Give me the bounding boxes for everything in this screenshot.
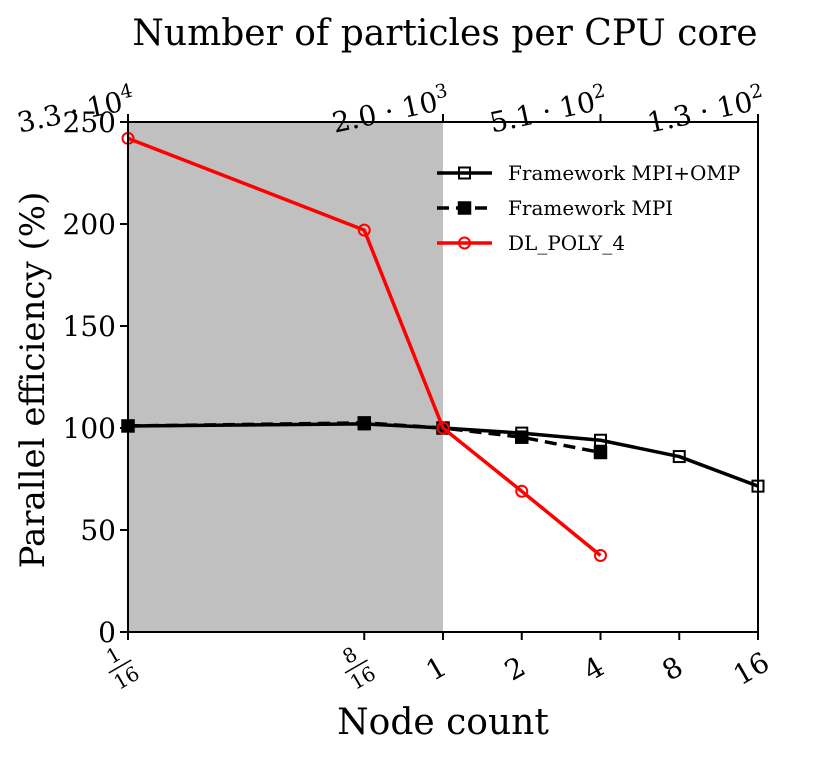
top-tick-mantissa: 3.3 xyxy=(14,98,64,140)
series-line xyxy=(127,136,602,557)
x-tick-text: 1 xyxy=(420,650,452,687)
y-tick-label: 200 xyxy=(63,208,116,241)
x-tick-fraction-bar xyxy=(108,659,132,674)
top-tick-times: · 10 xyxy=(688,85,756,130)
legend-marker xyxy=(457,201,472,215)
data-point xyxy=(594,549,607,562)
legend-marker xyxy=(458,166,471,180)
legend-item: Framework MPI+OMP xyxy=(437,161,740,185)
legend-label: Framework MPI xyxy=(508,196,673,220)
y-tick-label: 50 xyxy=(80,514,116,547)
top-tick-exponent: 4 xyxy=(118,80,134,104)
data-point xyxy=(357,416,371,430)
data-point xyxy=(515,430,529,444)
data-point xyxy=(436,421,450,435)
legend-item: Framework MPI xyxy=(437,196,673,220)
y-tick-label: 0 xyxy=(98,616,116,649)
y-axis: 0 50 100 150 200 250 xyxy=(63,106,128,649)
data-point xyxy=(672,450,686,464)
legend: Framework MPI+OMP Framework MPI DL_POLY_4 xyxy=(437,161,740,255)
top-tick-label: 1.3 · 102 xyxy=(644,80,768,140)
top-tick-times: · 10 xyxy=(530,85,598,130)
data-point xyxy=(357,223,371,237)
legend-label: DL_POLY_4 xyxy=(508,231,625,255)
x-tick-text: 8 xyxy=(657,650,689,687)
data-point xyxy=(593,445,608,460)
top-tick-exponent: 2 xyxy=(748,80,764,104)
data-point xyxy=(515,484,529,498)
x-tick-text: 16 xyxy=(728,646,775,692)
legend-marker xyxy=(458,236,471,250)
top-tick-mantissa: 1.3 xyxy=(644,98,694,140)
x-tick-label: 816 xyxy=(338,642,380,695)
y-tick-label: 150 xyxy=(63,310,116,343)
legend-label: Framework MPI+OMP xyxy=(508,161,740,185)
x-tick-label: 4 xyxy=(578,650,610,687)
x-tick-text: 2 xyxy=(499,650,531,687)
x-tick-label: 16 xyxy=(728,646,775,692)
x-tick-label: 8 xyxy=(657,650,689,687)
x-tick-label: 116 xyxy=(102,642,144,695)
x-tick-fraction-bar xyxy=(344,659,368,674)
y-axis-label: Parallel efficiency (%) xyxy=(13,192,53,569)
legend-item: DL_POLY_4 xyxy=(437,231,625,255)
top-tick-mantissa: 5.1 xyxy=(487,98,537,140)
x-tick-label: 2 xyxy=(499,650,531,687)
shaded-region xyxy=(128,122,443,632)
series-dl-poly-4 xyxy=(121,131,607,562)
x-axis-label: Node count xyxy=(337,702,549,743)
x-tick-text: 4 xyxy=(578,650,610,687)
y-tick-label: 100 xyxy=(63,412,116,445)
x-tick-label: 1 xyxy=(420,650,452,687)
top-tick-exponent: 3 xyxy=(433,80,449,104)
series-layer xyxy=(121,131,765,562)
top-tick-label: 5.1 · 102 xyxy=(486,80,610,140)
top-axis-label: Number of particles per CPU core xyxy=(132,13,757,54)
top-tick-exponent: 2 xyxy=(591,80,607,104)
y-tick-label: 250 xyxy=(63,106,116,139)
